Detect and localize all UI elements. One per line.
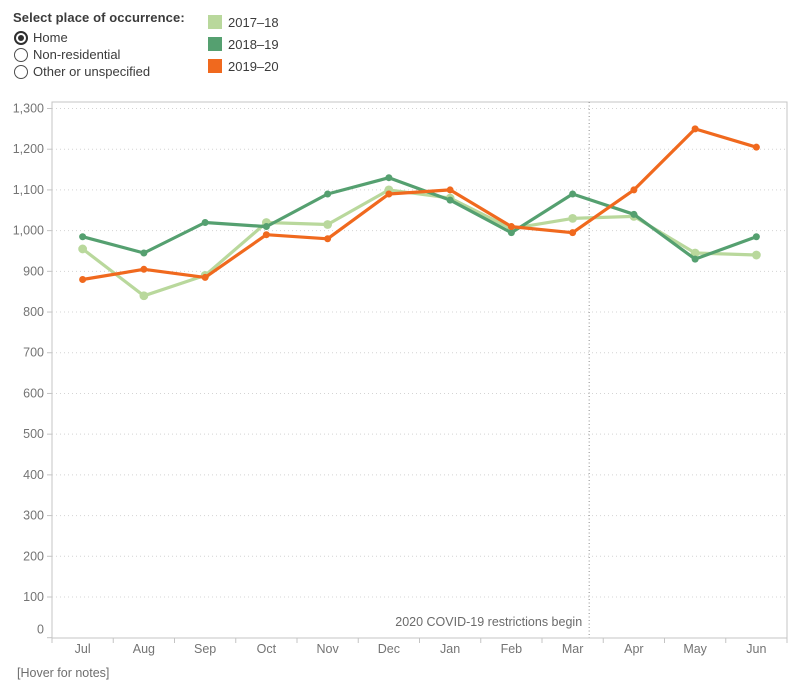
y-axis-label: 900 (23, 264, 44, 278)
x-axis-label: Mar (562, 642, 584, 656)
x-axis-label: Sep (194, 642, 216, 656)
series-marker-2018-19-feb[interactable] (507, 229, 515, 237)
y-axis-label: 400 (23, 468, 44, 482)
y-axis-label: 1,300 (13, 102, 44, 116)
radio-button-icon[interactable] (14, 47, 28, 62)
series-marker-2019-20-jan[interactable] (446, 186, 454, 194)
hover-notes-link[interactable]: [Hover for notes] (17, 666, 110, 680)
series-marker-2019-20-oct[interactable] (262, 231, 270, 239)
legend-item-label: 2017–18 (228, 14, 279, 30)
series-line-2018-19[interactable] (80, 176, 759, 261)
line-chart[interactable]: 0 100 200 300 400 500 600 700 800 900 1,000 1,100 1,… (0, 95, 800, 670)
series-marker-2019-20-aug[interactable] (140, 265, 148, 273)
x-axis-label: Dec (378, 642, 400, 656)
x-axis-label: Jul (75, 642, 91, 656)
series-marker-2017-18-jun[interactable] (751, 250, 761, 260)
series-marker-2017-18-mar[interactable] (568, 214, 578, 223)
y-axis-label: 700 (23, 346, 44, 360)
series-marker-2018-19-dec[interactable] (385, 174, 393, 182)
radio-option-label: Non-residential (33, 47, 121, 62)
series-marker-2019-20-feb[interactable] (507, 223, 515, 231)
legend-item-2018-19[interactable]: 2018–19 (208, 33, 279, 55)
y-axis-label: 1,000 (13, 224, 44, 238)
plot-border (51, 101, 788, 639)
y-axis-label: 500 (23, 427, 44, 441)
series-line-2017-18[interactable] (80, 188, 759, 298)
radio-option-label: Other or unspecified (33, 64, 151, 79)
y-axis-label: 0 (37, 623, 44, 637)
series-marker-2018-19-nov[interactable] (324, 190, 332, 198)
x-axis-label: Nov (317, 642, 340, 656)
legend-swatch-icon (208, 37, 222, 51)
place-selector-options: Home Non-residential Other or unspecified (13, 29, 185, 80)
legend-item-label: 2019–20 (228, 58, 279, 74)
radio-button-icon[interactable] (14, 64, 28, 79)
series-marker-2018-19-aug[interactable] (140, 249, 148, 257)
x-axis-label: Aug (133, 642, 155, 656)
x-axis-label: Jan (440, 642, 460, 656)
series-line-2019-20[interactable] (80, 127, 759, 282)
y-axis-label: 1,100 (13, 183, 44, 197)
y-axis-label: 600 (23, 386, 44, 400)
series-marker-2018-19-jun[interactable] (752, 233, 760, 241)
x-axis-label: May (683, 642, 707, 656)
radio-dot (18, 69, 24, 75)
series-marker-2018-19-jan[interactable] (446, 196, 454, 204)
radio-option-label: Home (33, 30, 68, 45)
legend-item-2017-18[interactable]: 2017–18 (208, 11, 279, 33)
legend-swatch-icon (208, 15, 222, 29)
x-axis-label: Feb (501, 642, 523, 656)
place-selector: Select place of occurrence: Home Non-resi… (13, 10, 185, 80)
year-legend-items: 2017–18 2018–19 2019–20 (208, 11, 279, 77)
radio-dot (18, 34, 24, 41)
series-marker-2017-18-jul[interactable] (78, 244, 88, 254)
series-marker-2019-20-jul[interactable] (79, 275, 87, 283)
series-marker-2018-19-apr[interactable] (630, 210, 638, 218)
series-marker-2019-20-may[interactable] (691, 125, 699, 133)
series-marker-2019-20-sep[interactable] (201, 273, 209, 281)
y-axis-label: 200 (23, 549, 44, 563)
legend-item-label: 2018–19 (228, 36, 279, 52)
series-marker-2019-20-mar[interactable] (569, 229, 577, 237)
radio-option-other-or-unspecified[interactable]: Other or unspecified (13, 63, 185, 80)
series-marker-2018-19-mar[interactable] (569, 190, 577, 198)
radio-option-home[interactable]: Home (13, 29, 185, 46)
series-marker-2019-20-dec[interactable] (385, 190, 393, 198)
series-marker-2018-19-may[interactable] (691, 255, 699, 263)
radio-option-non-residential[interactable]: Non-residential (13, 46, 185, 63)
year-legend: 2017–18 2018–19 2019–20 (208, 11, 279, 77)
series-marker-2018-19-jul[interactable] (79, 233, 87, 241)
series-marker-2019-20-jun[interactable] (752, 143, 760, 151)
series-marker-2018-19-sep[interactable] (201, 218, 209, 226)
y-axis-label: 300 (23, 509, 44, 523)
x-axis-label: Jun (746, 642, 766, 656)
x-axis-label: Apr (624, 642, 643, 656)
x-axis-label: Oct (257, 642, 277, 656)
y-axis-label: 800 (23, 305, 44, 319)
place-selector-label: Select place of occurrence: (13, 10, 185, 25)
series-marker-2019-20-nov[interactable] (324, 235, 332, 243)
y-axis-label: 1,200 (13, 142, 44, 156)
covid-annotation: 2020 COVID-19 restrictions begin (395, 615, 582, 629)
series-marker-2018-19-oct[interactable] (262, 223, 270, 231)
series-marker-2017-18-aug[interactable] (139, 291, 149, 301)
series-marker-2017-18-may[interactable] (690, 248, 700, 258)
chart-svg[interactable]: 0 100 200 300 400 500 600 700 800 900 1,000 1,100 1,… (0, 95, 800, 670)
radio-dot (18, 52, 24, 58)
series-marker-2017-18-nov[interactable] (323, 220, 333, 229)
legend-swatch-icon (208, 59, 222, 73)
y-axis-label: 100 (23, 590, 44, 604)
legend-item-2019-20[interactable]: 2019–20 (208, 55, 279, 77)
series-marker-2019-20-apr[interactable] (630, 186, 638, 194)
radio-button-icon[interactable] (14, 30, 28, 45)
